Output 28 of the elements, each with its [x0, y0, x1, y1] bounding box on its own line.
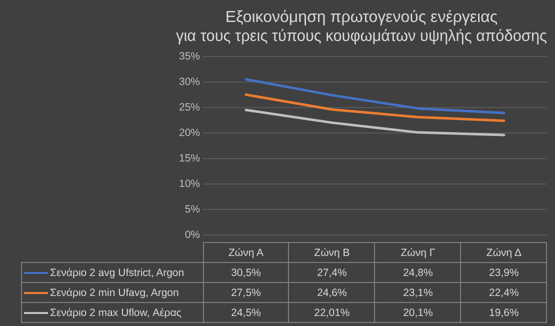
legend-label: Σενάριο 2 max Uflow, Αέρας: [22, 302, 203, 322]
data-label: 30,5%: [203, 262, 289, 282]
x-tick-label: Ζώνη Α: [203, 242, 289, 262]
legend-label: Σενάριο 2 min Ufavg, Argon: [22, 282, 203, 302]
data-label: 24,6%: [288, 282, 375, 302]
data-label: 27,5%: [203, 282, 289, 302]
data-label: 22,01%: [288, 302, 375, 322]
y-tick-label: 20%: [179, 126, 200, 139]
data-label: 27,4%: [288, 262, 375, 282]
y-tick-label: 35%: [179, 50, 200, 62]
x-tick-label: Ζώνη Β: [288, 242, 375, 262]
data-label: 23,9%: [460, 262, 547, 282]
data-label: 24,5%: [203, 302, 289, 322]
legend-label: Σενάριο 2 avg Ufstrict, Argon: [22, 262, 203, 282]
data-label: 22,4%: [460, 282, 547, 302]
data-label: 24,8%: [374, 262, 461, 282]
data-label: 23,1%: [374, 282, 461, 302]
data-label: 20,1%: [374, 302, 461, 322]
chart-title: Εξοικονόμηση πρωτογενούς ενέργειας για τους τρεις τύπους κουφωμάτων υψηλής απόδοσης: [176, 9, 548, 46]
y-tick-label: 10%: [179, 178, 200, 190]
x-tick-label: Ζώνη Δ: [460, 242, 547, 262]
y-tick-label: 30%: [179, 76, 200, 88]
y-tick-label: 5%: [184, 203, 200, 216]
y-tick-label: 15%: [179, 152, 200, 164]
y-tick-label: 25%: [179, 101, 200, 114]
y-tick-label: 0%: [184, 228, 200, 241]
x-tick-label: Ζώνη Γ: [374, 242, 461, 262]
data-label: 19,6%: [460, 302, 547, 322]
